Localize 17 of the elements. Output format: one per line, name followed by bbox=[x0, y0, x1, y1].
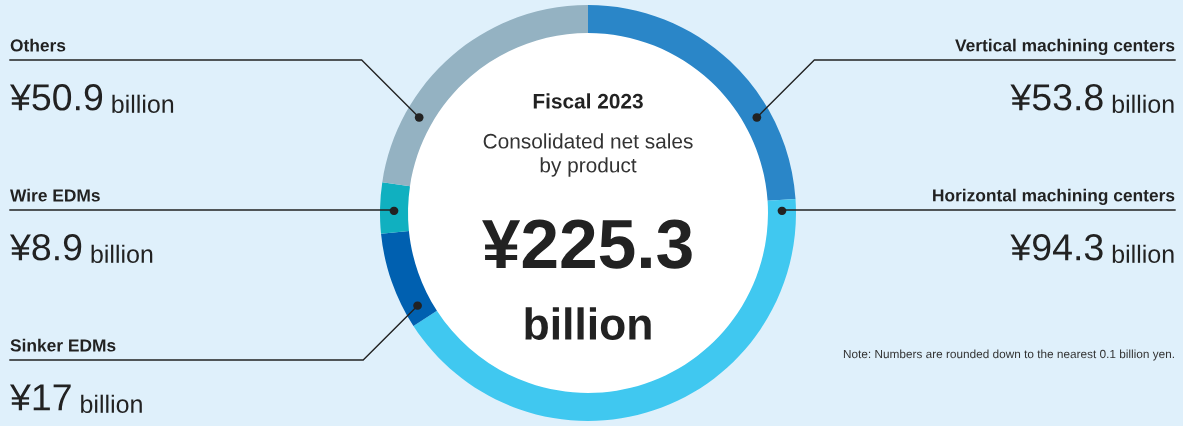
donut-slice bbox=[380, 182, 410, 234]
slice-label: Horizontal machining centers bbox=[933, 188, 1175, 205]
slice-label: Wire EDMs bbox=[10, 188, 100, 202]
text: ¥225.3 billion bbox=[482, 219, 692, 340]
data-label: ¥8.9 billion bbox=[9, 234, 153, 264]
donut-slice bbox=[413, 198, 796, 421]
text: Consolidated net sales by product bbox=[483, 133, 693, 177]
slice-label: Others bbox=[10, 38, 66, 52]
text: Note: Numbers are rounded down to the nearest 0.1 billion yen. bbox=[843, 349, 1174, 361]
data-label: ¥50.9 billion bbox=[9, 84, 174, 114]
text: Fiscal 2023 bbox=[533, 93, 643, 109]
slice-label: Vertical machining centers bbox=[955, 38, 1175, 55]
slice-label: Sinker EDMs bbox=[10, 338, 116, 352]
donut-slice bbox=[381, 230, 437, 327]
data-label: ¥94.3 billion bbox=[1010, 234, 1174, 264]
data-label: ¥17 billion bbox=[9, 384, 142, 414]
data-label: ¥53.8 billion bbox=[1010, 84, 1174, 114]
